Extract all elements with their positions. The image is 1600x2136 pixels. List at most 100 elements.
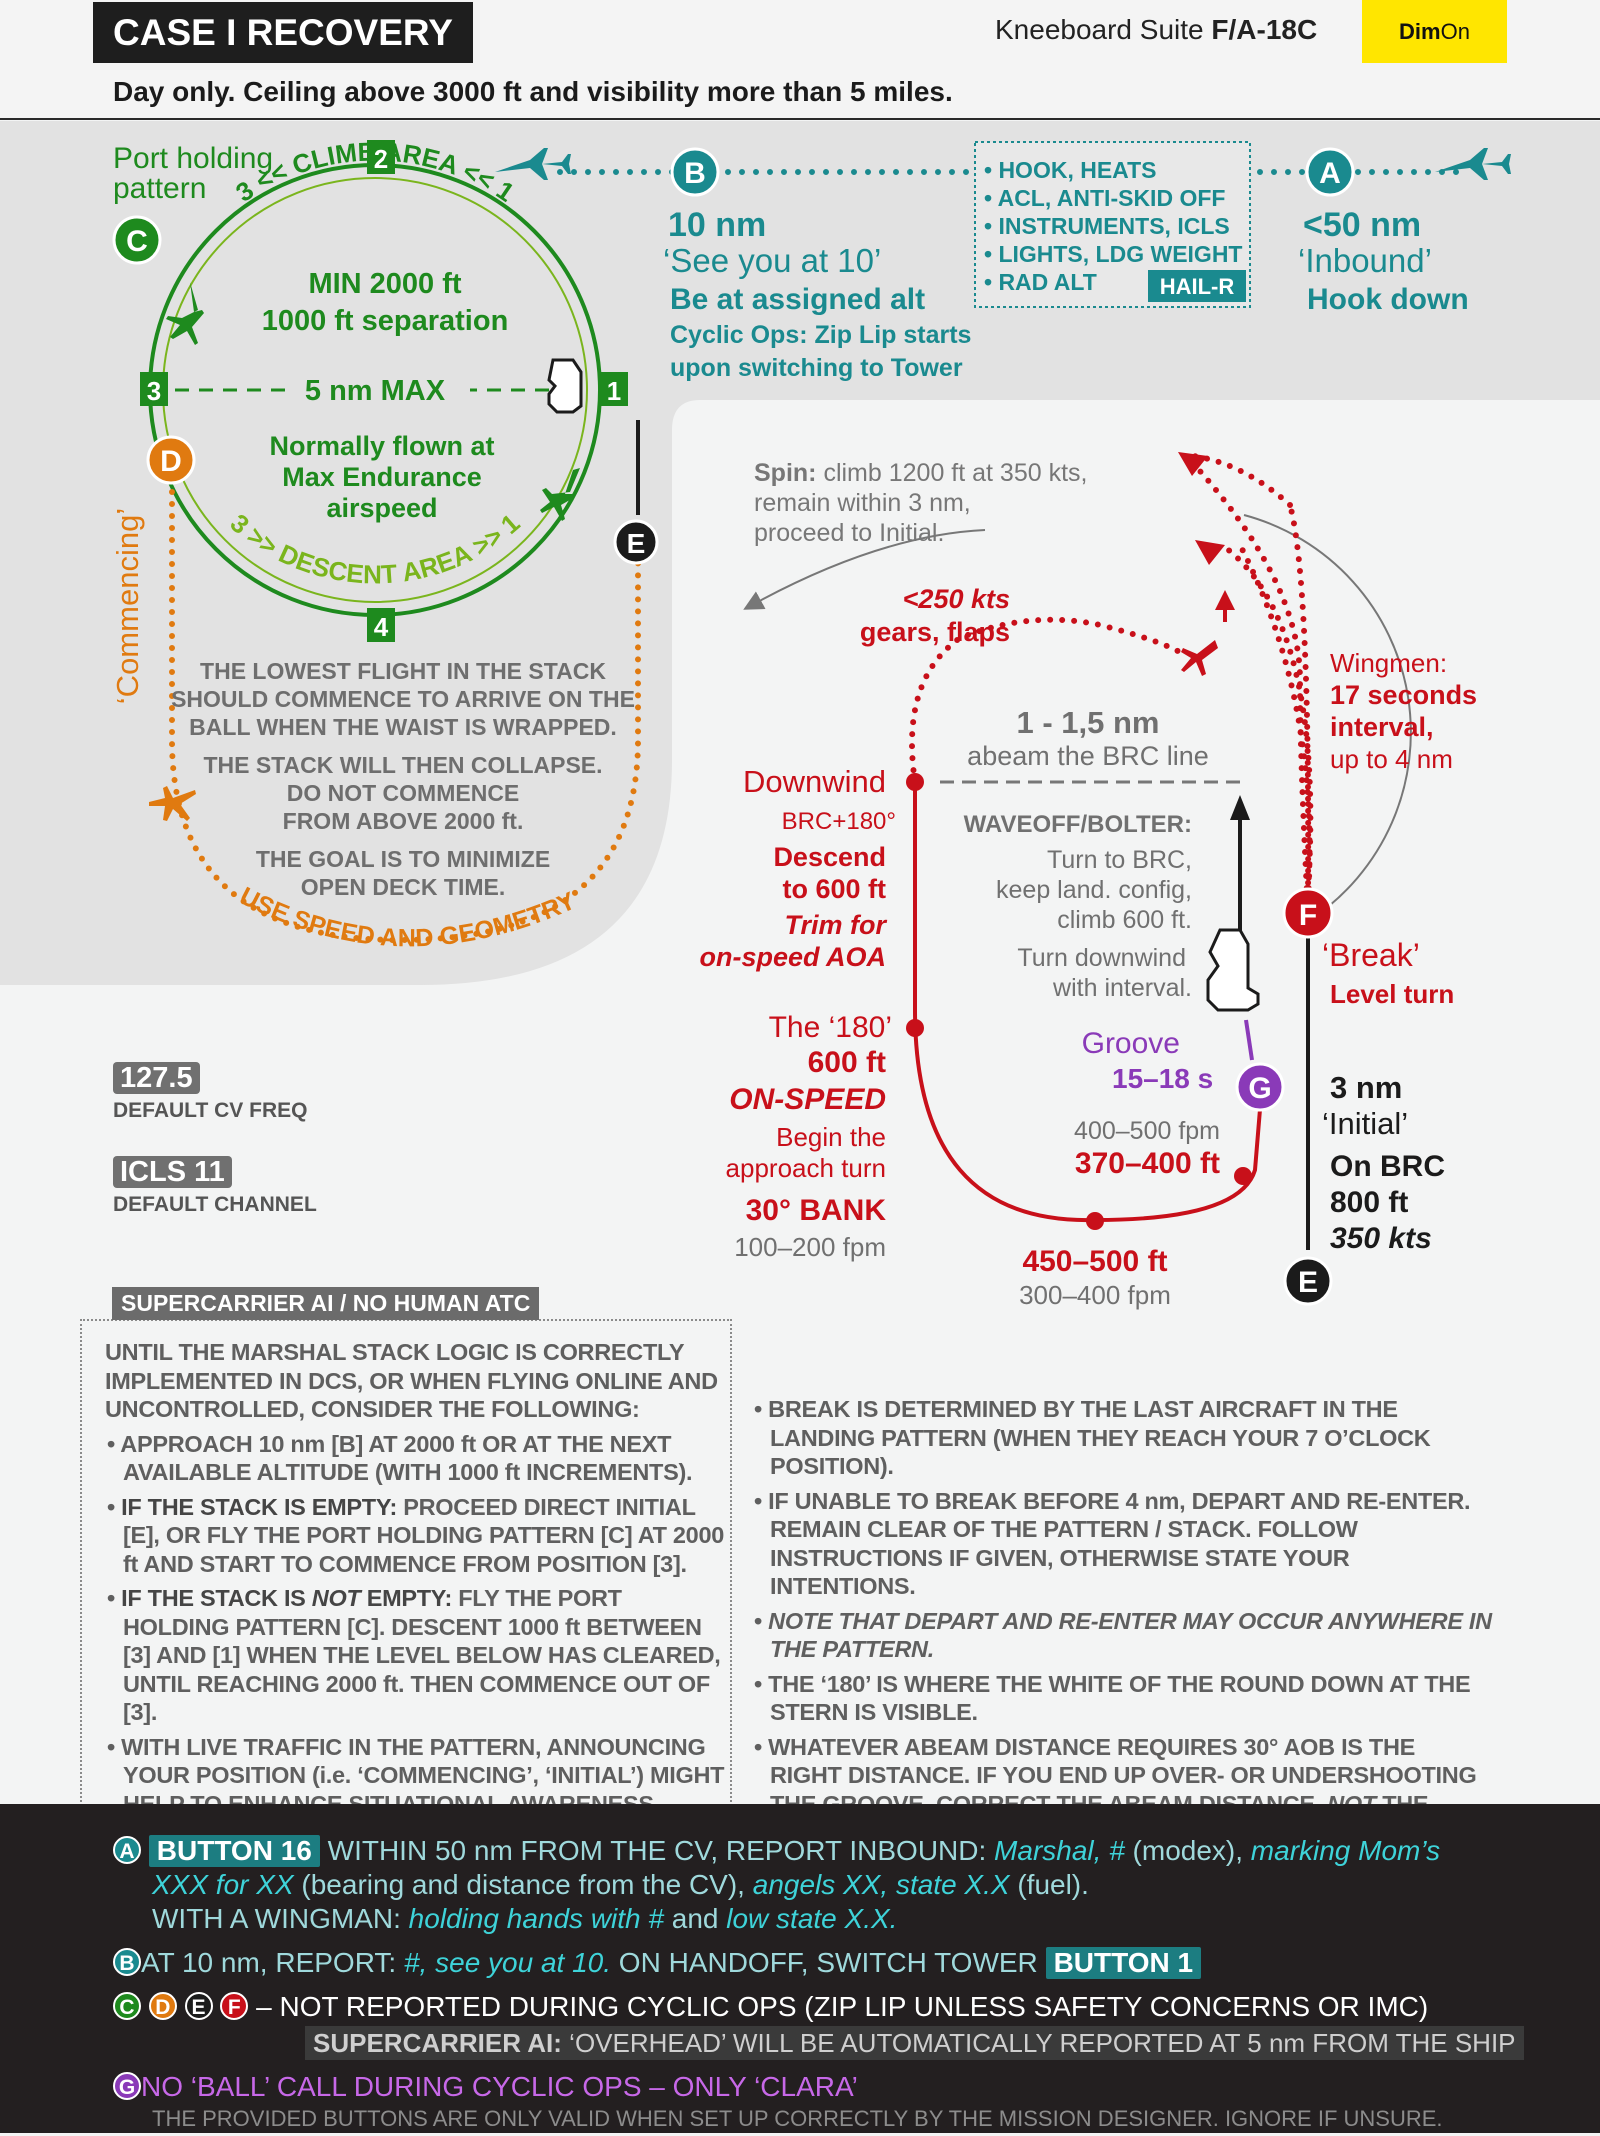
button-16-badge: BUTTON 16 (148, 1835, 320, 1867)
b-call: ‘See you at 10’ (663, 242, 881, 279)
marker-g-footer: G (113, 2072, 141, 2100)
a-hook: Hook down (1307, 283, 1469, 316)
waveoff-4: Turn downwind (1017, 944, 1186, 972)
button-1-badge: BUTTON 1 (1045, 1947, 1202, 1979)
stack-note-1: THE LOWEST FLIGHT IN THE STACK (200, 658, 606, 684)
pos-1-label: 1 (607, 376, 621, 406)
commencing-label: ‘Commencing’ (110, 508, 145, 704)
separation-text: 1000 ft separation (262, 305, 509, 337)
stack-note-6: FROM ABOVE 2000 ft. (283, 808, 524, 834)
stack-note-3: BALL WHEN THE WAIST IS WRAPPED. (189, 714, 617, 740)
svg-text:A: A (1319, 157, 1341, 190)
waveoff-title: WAVEOFF/BOLTER: (964, 811, 1192, 838)
suite-name: Kneeboard Suite (995, 14, 1204, 45)
jet-icon-climb (166, 282, 204, 345)
ai-intro: UNTIL THE MARSHAL STACK LOGIC IS CORRECT… (105, 1339, 718, 1422)
stack-note-7: THE GOAL IS TO MINIMIZE (256, 846, 550, 872)
footer-line-a2: XXX for XX (bearing and distance from th… (152, 1869, 1089, 1900)
footer-line-g: G NO ‘BALL’ CALL DURING CYCLIC OPS – ONLY… (113, 2070, 858, 2104)
svg-text:E: E (1298, 1266, 1318, 1299)
jet-icon-b (495, 148, 571, 180)
spin-bold: Spin: (754, 459, 817, 487)
waveoff-5: with interval. (1052, 974, 1192, 1002)
max-dist-text: 5 nm MAX (305, 375, 446, 407)
marker-a: A (1305, 147, 1355, 197)
stack-note-5: DO NOT COMMENCE (287, 780, 520, 806)
waveoff-3: climb 600 ft. (1057, 906, 1192, 934)
flown-text-3: airspeed (326, 493, 437, 523)
on-label: On (1440, 19, 1470, 44)
marker-f-footer: F (220, 1992, 249, 2020)
the-180-alt: 600 ft (808, 1046, 886, 1079)
wingmen-range: up to 4 nm (1330, 744, 1453, 774)
spin-2: remain within 3 nm, (754, 489, 971, 517)
trim-1: Trim for (784, 910, 887, 940)
marker-e-footer: E (184, 1992, 213, 2020)
initial-alt: 800 ft (1330, 1186, 1408, 1219)
initial-brc: On BRC (1330, 1150, 1445, 1183)
svg-text:Spin: climb 1200 ft at 350 kts: Spin: climb 1200 ft at 350 kts, (754, 459, 1087, 487)
brc180-label: BRC+180° (782, 808, 896, 835)
hailr-badge: HAIL-R (1160, 274, 1235, 299)
begin-2: approach turn (726, 1153, 886, 1183)
checklist-item-3: • INSTRUMENTS, ICLS (984, 213, 1230, 239)
ai-note-4: • WITH LIVE TRAFFIC IN THE PATTERN, ANNO… (107, 1733, 725, 1817)
aircraft-name: F/A-18C (1211, 14, 1318, 45)
footer-line-a: A BUTTON 16 WITHIN 50 nm FROM THE CV, RE… (113, 1834, 1440, 1868)
ai-note-3: • IF THE STACK IS NOT EMPTY: FLY THE POR… (107, 1585, 721, 1725)
jet-icon-break (1181, 640, 1218, 676)
marker-d: D (146, 435, 196, 485)
descend-1: Descend (773, 842, 886, 872)
stack-note-4: THE STACK WILL THEN COLLAPSE. (203, 752, 602, 778)
radio-calls-footer: A BUTTON 16 WITHIN 50 nm FROM THE CV, RE… (0, 1804, 1600, 2133)
groove-time: 15–18 s (1112, 1063, 1213, 1094)
min-alt-text: MIN 2000 ft (308, 268, 461, 300)
downwind-label: Downwind (743, 764, 886, 799)
marker-e-top: E (613, 519, 659, 565)
alt-c: 450–500 ft (1022, 1245, 1167, 1278)
icls-block: ICLS 11 DEFAULT CHANNEL (113, 1155, 317, 1217)
wingmen-label: Wingmen: (1330, 648, 1447, 678)
landing-pattern (743, 452, 1412, 1250)
cv-freq-value: 127.5 (113, 1062, 200, 1094)
wingmen-interval-2: interval, (1330, 712, 1434, 742)
pattern-note-3: • NOTE THAT DEPART AND RE-ENTER MAY OCCU… (754, 1607, 1492, 1663)
checklist-item-5: • RAD ALT (984, 269, 1097, 295)
marker-d-footer: D (148, 1992, 177, 2020)
svg-text:G: G (1248, 1072, 1271, 1105)
cv-freq-block: 127.5 DEFAULT CV FREQ (113, 1061, 307, 1123)
initial-distance: 3 nm (1330, 1070, 1402, 1105)
pattern-note-1: • BREAK IS DETERMINED BY THE LAST AIRCRA… (754, 1396, 1431, 1479)
level-turn-label: Level turn (1330, 979, 1454, 1009)
a-call: ‘Inbound’ (1298, 242, 1432, 279)
begin-1: Begin the (776, 1122, 886, 1152)
suite-label: Kneeboard Suite F/A-18C (995, 14, 1317, 46)
b-cyclic-1: Cyclic Ops: Zip Lip starts (670, 321, 971, 349)
pattern-texts: Spin: climb 1200 ft at 350 kts, remain w… (699, 459, 1477, 1310)
flown-text-2: Max Endurance (282, 462, 482, 492)
dim-toggle-button[interactable]: DimOn (1362, 0, 1507, 63)
footer-line-a3: WITH A WINGMAN: holding hands with # and… (152, 1903, 898, 1934)
descend-2: to 600 ft (782, 874, 886, 904)
bank-label: 30° BANK (746, 1194, 887, 1227)
marker-b-footer: B (113, 1948, 141, 1976)
waveoff-2: keep land. config, (996, 876, 1192, 904)
marker-c-footer: C (113, 1992, 141, 2020)
pattern-note-2: • IF UNABLE TO BREAK BEFORE 4 nm, DEPART… (754, 1487, 1471, 1600)
pos-3-label: 3 (147, 376, 161, 406)
marker-a-footer: A (113, 1836, 141, 1864)
marker-g: G (1235, 1062, 1285, 1112)
b-alt: Be at assigned alt (670, 283, 925, 316)
checklist-item-2: • ACL, ANTI-SKID OFF (984, 185, 1225, 211)
holding-area-bg (0, 121, 1600, 985)
footer-line-b: B AT 10 nm, REPORT: #, see you at 10. ON … (113, 1946, 1202, 1980)
spin-1: climb 1200 ft at 350 kts, (817, 459, 1088, 487)
spin-3: proceed to Initial. (754, 519, 944, 547)
groove-label: Groove (1082, 1027, 1180, 1060)
jet-icon-descent (540, 468, 580, 521)
inbound-texts: 10 nm ‘See you at 10’ Be at assigned alt… (663, 157, 1469, 382)
jet-icon-a (1435, 148, 1511, 180)
break-label: ‘Break’ (1322, 937, 1420, 973)
b-cyclic-2: upon switching to Tower (670, 354, 963, 382)
cv-freq-label: DEFAULT CV FREQ (113, 1099, 308, 1122)
